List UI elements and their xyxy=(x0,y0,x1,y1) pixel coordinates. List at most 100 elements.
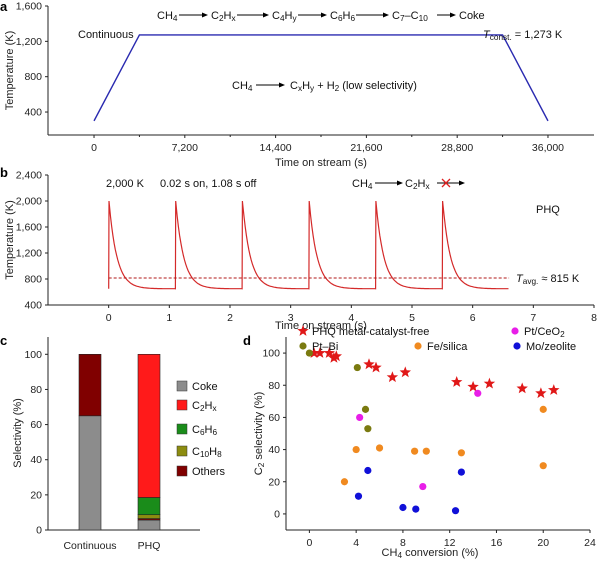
tavg-label: Tavg. ≈ 815 K xyxy=(516,273,580,286)
point-pt-ceo2 xyxy=(419,482,427,491)
point-phq-metal-catalyst-free xyxy=(323,347,335,358)
y-tick-label: 40 xyxy=(30,454,42,466)
y-tick-label: 80 xyxy=(30,384,42,396)
chain-species: CH4 xyxy=(157,10,178,23)
legend-label: C6H6 xyxy=(192,424,218,437)
panel-label-d: d xyxy=(243,333,251,348)
chain-species: C2Hx xyxy=(405,178,431,191)
legend-swatch xyxy=(176,399,188,411)
point-phq-metal-catalyst-free xyxy=(467,380,479,392)
point-phq-metal-catalyst-free xyxy=(548,384,560,395)
point-phq-metal-catalyst-free xyxy=(516,382,528,394)
point-pt-ceo2 xyxy=(474,389,482,397)
y-tick-label: 1,200 xyxy=(16,36,42,48)
point-mo-zeolite xyxy=(364,466,372,475)
legend-label: Pt–Bi xyxy=(312,341,338,353)
point-pt-bi xyxy=(353,363,361,372)
y-tick-label: 60 xyxy=(30,419,42,431)
bar-segment-coke xyxy=(137,519,161,531)
y-axis-title: Selectivity (%) xyxy=(12,398,24,468)
x-axis-title: CH4 conversion (%) xyxy=(382,547,479,560)
x-tick-label: 6 xyxy=(470,312,476,324)
y-tick-label: 400 xyxy=(24,107,42,119)
panel-label-c: c xyxy=(0,333,7,348)
point-phq-metal-catalyst-free xyxy=(314,347,326,358)
x-tick-label: 20 xyxy=(537,537,549,549)
point-mo-zeolite xyxy=(354,492,363,500)
panel-c-selectivity-bars: 0 20 40 60 80 100 Selectivity (%) Continuous PHQ… xyxy=(12,337,226,552)
chain-species: Coke xyxy=(459,10,485,22)
legend-label: PHQ metal-catalyst-free xyxy=(312,326,429,338)
y-tick-label: 1,200 xyxy=(16,248,42,260)
point-pt-bi xyxy=(364,425,372,433)
blocked-arrow-head xyxy=(459,180,465,186)
x-tick-label: 5 xyxy=(409,312,415,324)
pulse-timing-label: 0.02 s on, 1.08 s off xyxy=(160,178,257,190)
legend-label: C10H8 xyxy=(192,446,222,459)
point-pt-ceo2 xyxy=(356,413,364,422)
chain-species: C4Hy xyxy=(272,10,298,23)
chain-arrow-head xyxy=(202,12,208,18)
point-pt-bi xyxy=(361,405,370,413)
point-fe-silica xyxy=(457,449,465,457)
x-tick-label: 8 xyxy=(400,537,406,549)
y-tick-label: 40 xyxy=(268,444,280,456)
point-mo-zeolite xyxy=(399,503,407,512)
legend-marker xyxy=(297,325,309,336)
panel-label-b: b xyxy=(0,165,8,180)
category-label: PHQ xyxy=(138,540,161,552)
chain-arrow-head xyxy=(321,12,327,18)
y-tick-label: 60 xyxy=(268,412,280,424)
x-tick-label: 12 xyxy=(444,537,456,549)
panel-d-c2-selectivity-scatter: 0 20 40 60 80 100 0 4 8 12 16 20 24 C2 selectivity (%… xyxy=(253,325,596,560)
point-phq-metal-catalyst-free xyxy=(370,361,382,373)
y-tick-label: 20 xyxy=(268,476,280,488)
blocked-x-icon xyxy=(441,178,451,188)
panel-label-a: a xyxy=(0,0,8,14)
y-tick-label: 400 xyxy=(24,300,42,312)
x-tick-label: 8 xyxy=(591,312,597,324)
y-tick-label: 1,600 xyxy=(16,1,42,13)
legend-marker xyxy=(414,342,422,350)
tconst-label: Tconst. = 1,273 K xyxy=(483,29,563,42)
point-mo-zeolite xyxy=(451,507,460,515)
phq-label: PHQ xyxy=(536,204,560,216)
legend-swatch xyxy=(176,445,188,457)
legend-marker xyxy=(299,342,307,350)
panel-b-temperature-phq: 400 800 1,200 1,600 2,000 2,400 0 1 2 3 4 5 6 7 8 Tempe… xyxy=(4,170,597,333)
phq-pulse-line xyxy=(108,200,509,290)
point-mo-zeolite xyxy=(412,505,420,513)
legend-label: Mo/zeolite xyxy=(526,341,576,353)
legend-marker xyxy=(513,342,521,350)
point-fe-silica xyxy=(539,405,547,413)
chain-arrow-head xyxy=(450,12,456,18)
legend-label: Pt/CeO2 xyxy=(524,326,565,339)
point-fe-silica xyxy=(411,447,419,455)
x-tick-label: 2 xyxy=(227,312,233,324)
x-tick-label: 4 xyxy=(348,312,354,324)
x-axis-title: Time on stream (s) xyxy=(275,157,367,169)
point-pt-bi xyxy=(305,349,313,357)
x-tick-label: 7 xyxy=(530,312,536,324)
legend-swatch xyxy=(176,423,188,435)
continuous-temperature-line xyxy=(93,34,549,122)
point-phq-metal-catalyst-free xyxy=(399,366,411,378)
y-axis-title: Temperature (K) xyxy=(4,31,16,110)
bar-segment-c6h6 xyxy=(137,497,161,516)
x-tick-label: 1 xyxy=(166,312,172,324)
category-label: Continuous xyxy=(63,540,116,552)
point-phq-metal-catalyst-free xyxy=(451,376,463,387)
x-tick-label: 0 xyxy=(91,142,97,154)
reaction-arrow-head xyxy=(279,82,285,88)
peak-temperature-label: 2,000 K xyxy=(106,178,145,190)
legend-swatch xyxy=(176,380,188,392)
point-fe-silica xyxy=(375,444,384,452)
y-tick-label: 0 xyxy=(274,508,280,520)
y-tick-label: 800 xyxy=(24,274,42,286)
x-tick-label: 7,200 xyxy=(172,142,198,154)
point-mo-zeolite xyxy=(457,468,465,476)
y-tick-label: 2,400 xyxy=(16,170,42,182)
y-tick-label: 100 xyxy=(24,349,42,361)
x-tick-label: 14,400 xyxy=(260,142,292,154)
